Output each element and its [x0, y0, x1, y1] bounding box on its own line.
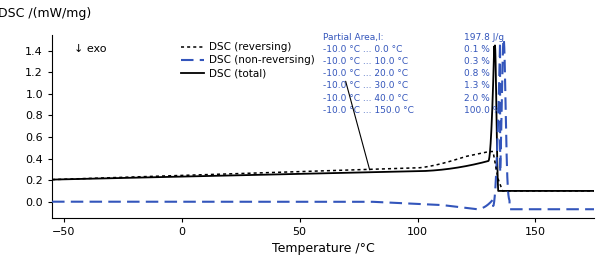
X-axis label: Temperature /°C: Temperature /°C: [272, 242, 374, 256]
Text: DSC /(mW/mg): DSC /(mW/mg): [0, 7, 91, 20]
Text: ↓ exo: ↓ exo: [74, 44, 106, 54]
Text: 197.8 J/g
0.1 %
0.3 %
0.8 %
1.3 %
2.0 %
100.0 %: 197.8 J/g 0.1 % 0.3 % 0.8 % 1.3 % 2.0 % …: [464, 33, 505, 115]
Text: Partial Area,I:
-10.0 °C ... 0.0 °C
-10.0 °C ... 10.0 °C
-10.0 °C ... 20.0 °C
-1: Partial Area,I: -10.0 °C ... 0.0 °C -10.…: [323, 33, 414, 115]
Legend: DSC (reversing), DSC (non-reversing), DSC (total): DSC (reversing), DSC (non-reversing), DS…: [176, 38, 319, 82]
